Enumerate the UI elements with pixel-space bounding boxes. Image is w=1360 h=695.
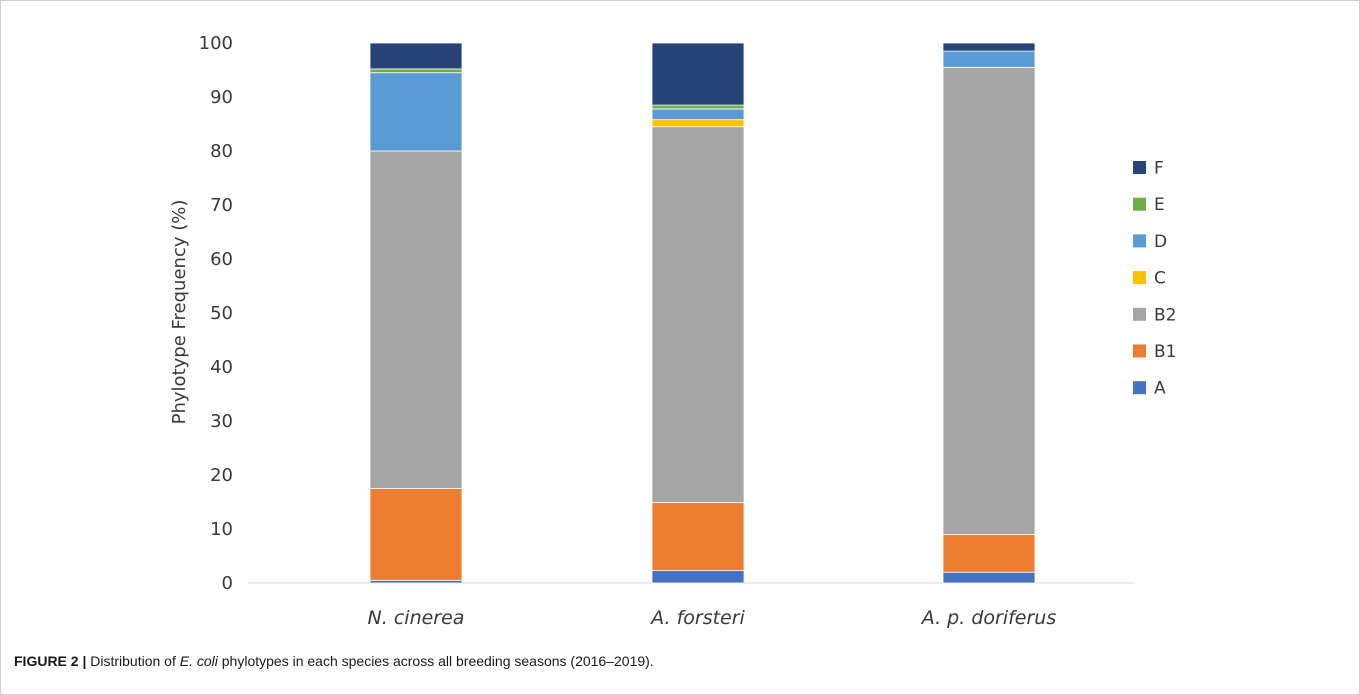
x-axis-labels: N. cinerea A. forsteri A. p. doriferus [368, 607, 1057, 629]
legend-label-b1: B1 [1154, 342, 1176, 362]
figure-caption: FIGURE 2 | Distribution of E. coli phylo… [14, 653, 654, 669]
legend-swatch-e [1133, 197, 1146, 211]
legend-label-a: A [1154, 379, 1166, 399]
y-axis-ticks: 0 10 20 30 40 50 60 70 80 90 100 [199, 33, 233, 594]
y-tick-label: 30 [210, 411, 233, 432]
legend-label-e: E [1154, 195, 1165, 215]
y-tick-label: 70 [210, 195, 233, 216]
bar-segment-b1 [369, 488, 463, 581]
bar-segment-a [369, 579, 463, 584]
legend-swatch-c [1133, 271, 1146, 285]
bar-segment-b2 [369, 150, 463, 489]
x-category-label: A. forsteri [649, 607, 745, 629]
caption-text-after: phylotypes in each species across all br… [217, 653, 654, 669]
bar-segment-a [651, 570, 745, 584]
x-category-label: N. cinerea [368, 607, 465, 629]
legend-swatch-f [1133, 161, 1146, 174]
legend-swatch-d [1133, 234, 1146, 248]
legend-swatch-a [1133, 381, 1146, 395]
y-tick-label: 90 [210, 87, 233, 108]
stacked-bar-chart: 0 10 20 30 40 50 60 70 80 90 100 N. cinerea A. fors… [169, 33, 1176, 629]
y-tick-label: 80 [210, 141, 233, 162]
bar-segment-e [651, 104, 745, 110]
y-tick-label: 40 [210, 357, 233, 378]
bar-segment-f [651, 42, 745, 106]
bar-segment-f [942, 42, 1036, 52]
caption-text-before: Distribution of [86, 653, 180, 669]
legend-label-f: F [1154, 159, 1164, 179]
bar-segment-f [369, 42, 463, 70]
bars [369, 42, 1036, 584]
bar-segment-d [369, 72, 463, 152]
y-tick-label: 0 [222, 573, 233, 594]
y-tick-label: 50 [210, 303, 233, 324]
bar-segment-c [651, 119, 745, 128]
y-tick-label: 60 [210, 249, 233, 270]
legend-swatch-b1 [1133, 344, 1146, 358]
caption-italic: E. coli [179, 653, 218, 669]
legend-label-d: D [1154, 232, 1167, 252]
y-tick-label: 20 [210, 465, 233, 486]
x-category-label: A. p. doriferus [920, 607, 1057, 629]
bar-segment-b2 [651, 126, 745, 503]
bar-segment-a [942, 571, 1036, 584]
y-tick-label: 100 [199, 33, 233, 54]
y-axis-title: Phylotype Frequency (%) [169, 200, 190, 425]
legend-label-c: C [1154, 269, 1166, 289]
bar-segment-d [942, 50, 1036, 68]
y-tick-label: 10 [210, 519, 233, 540]
bar-segment-e [369, 68, 463, 74]
bar-segment-b1 [942, 534, 1036, 573]
bar-segment-b2 [942, 66, 1036, 535]
figure-label: FIGURE 2 | [14, 653, 87, 669]
legend-swatch-b2 [1133, 307, 1146, 321]
legend-label-b2: B2 [1154, 305, 1176, 325]
bar-segment-b1 [651, 502, 745, 571]
bar-segment-d [651, 108, 745, 121]
